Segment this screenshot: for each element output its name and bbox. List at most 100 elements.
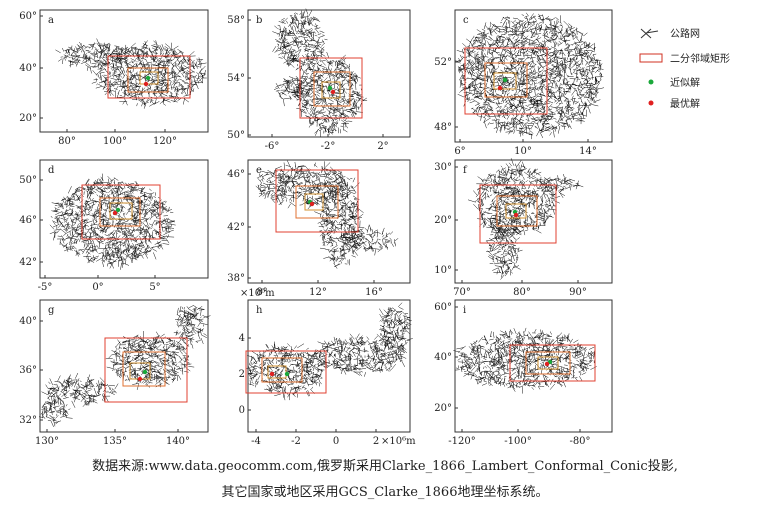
neighborhood-rect <box>537 356 559 370</box>
y-tick-label: 32° <box>19 415 37 426</box>
neighborhood-rect <box>464 47 548 115</box>
map-panel: b 58° 54° 50° -6° -2° 2° <box>227 8 411 152</box>
x-tick-label: -6° <box>265 141 280 152</box>
y-tick-label: 20° <box>434 215 452 226</box>
x-tick-label: -2 <box>291 436 301 447</box>
x-tick-label: 100° <box>103 136 127 147</box>
y-tick-label: 42° <box>227 222 245 233</box>
neighborhood-rect <box>299 57 363 119</box>
neighborhood-rect <box>295 185 339 219</box>
optimal-solution <box>112 210 118 216</box>
panel-label: h <box>256 305 263 316</box>
panel-label: b <box>256 15 262 26</box>
y-tick-label: 60° <box>19 11 37 22</box>
x-tick-label: 135° <box>103 436 127 447</box>
x-tick-label: -100° <box>504 436 531 447</box>
legend-label: 最优解 <box>670 97 700 110</box>
panel-label: g <box>48 305 55 316</box>
neighborhood-rect <box>109 202 133 220</box>
approx-solution <box>142 369 148 375</box>
x-tick-label: 0 <box>333 436 339 447</box>
neighborhood-rect <box>139 71 159 85</box>
y-tick-label: 50° <box>227 130 245 141</box>
x-tick-label: -120° <box>448 436 475 447</box>
y-tick-label: 46° <box>227 169 245 180</box>
caption: 其它国家或地区采用GCS_Clarke_1866地理坐标系统。 <box>222 484 549 500</box>
approx-solution <box>145 75 151 81</box>
panel-label: f <box>463 165 468 176</box>
y-tick-label: 48° <box>434 122 452 133</box>
y-tick-label: 52° <box>434 57 452 68</box>
y-tick-label: 4 <box>239 333 245 344</box>
map-panel: a 60° 40° 20° 80° 100° 120° <box>19 9 209 147</box>
optimal-solution <box>269 371 275 377</box>
neighborhood-rect <box>107 55 191 99</box>
neighborhood-rect <box>505 203 527 219</box>
x-tick-label: 2° <box>377 141 388 152</box>
x-tick-label: 8° <box>256 287 267 298</box>
y-tick-label: 40° <box>19 63 37 74</box>
y-tick-label: 42° <box>19 257 37 268</box>
x-tick-label: -4 <box>251 436 261 447</box>
optimal-solution <box>544 361 550 367</box>
neighborhood-rect <box>304 193 324 211</box>
x-tick-label: 80° <box>58 136 76 147</box>
y-tick-label: 46° <box>19 215 37 226</box>
panel-frame <box>454 159 613 284</box>
x-tick-label: 70° <box>453 287 471 298</box>
y-unit: ×10⁶m <box>240 288 275 299</box>
map-panel: g 40° 36° 32° 130° 135° 140° <box>19 299 211 447</box>
neighborhood-rect <box>122 351 166 387</box>
neighborhood-rect <box>509 344 596 382</box>
optimal-solution <box>143 81 149 87</box>
y-tick-label: 2 <box>239 369 245 380</box>
x-tick-label: 16° <box>365 287 383 298</box>
y-tick-label: 60° <box>434 302 452 313</box>
x-tick-label: 2 <box>373 436 379 447</box>
x-tick-label: 90° <box>569 287 587 298</box>
x-tick-label: 140° <box>166 436 190 447</box>
legend-label: 公路网 <box>670 27 700 40</box>
x-tick-label: 6° <box>454 146 465 157</box>
y-tick-label: 58° <box>227 15 245 26</box>
legend-green-dot <box>648 79 654 85</box>
y-tick-label: 40° <box>19 316 37 327</box>
legend-road-icon <box>640 28 659 39</box>
panel-label: i <box>463 305 466 316</box>
map-panel: e 46° 42° 38° 8° 12° 16° <box>227 159 411 298</box>
neighborhood-rect <box>313 71 351 107</box>
map-panel: i 60° 40° 20° -120° -100° -80° <box>434 299 613 447</box>
x-tick-label: -80° <box>569 436 590 447</box>
optimal-solution <box>497 85 503 91</box>
approx-solution <box>502 77 508 83</box>
x-unit: ×10⁶m <box>381 436 416 447</box>
neighborhood-rect <box>104 337 188 403</box>
map-panel: d 50° 46° 42° -5° 0° 5° <box>19 159 209 293</box>
legend-red-dot <box>648 100 654 106</box>
panel-frame <box>247 159 411 284</box>
y-tick-label: 20° <box>19 113 37 124</box>
x-tick-label: -2° <box>321 141 336 152</box>
caption: 数据来源:www.data.geocomm.com,俄罗斯采用Clarke_18… <box>92 458 678 474</box>
panel-frame <box>247 9 411 138</box>
neighborhood-rect <box>261 357 303 383</box>
x-tick-label: 120° <box>153 136 177 147</box>
map-panel: f 30° 20° 10°70° 80° 90° <box>434 158 613 298</box>
y-tick-label: 38° <box>227 273 245 284</box>
road-network <box>49 173 176 270</box>
y-tick-label: 50° <box>19 175 37 186</box>
y-tick-label: 20° <box>434 403 452 414</box>
road-network <box>255 160 399 269</box>
y-tick-label: 10° <box>434 265 452 276</box>
neighborhood-rect <box>127 67 169 93</box>
y-tick-label: 36° <box>19 365 37 376</box>
approx-solution <box>284 371 290 377</box>
neighborhood-rect <box>496 195 538 227</box>
x-tick-label: 80° <box>513 287 531 298</box>
x-tick-label: 12° <box>309 287 327 298</box>
neighborhood-rect <box>525 351 571 375</box>
optimal-solution <box>309 201 315 207</box>
panel-frame <box>454 299 613 433</box>
